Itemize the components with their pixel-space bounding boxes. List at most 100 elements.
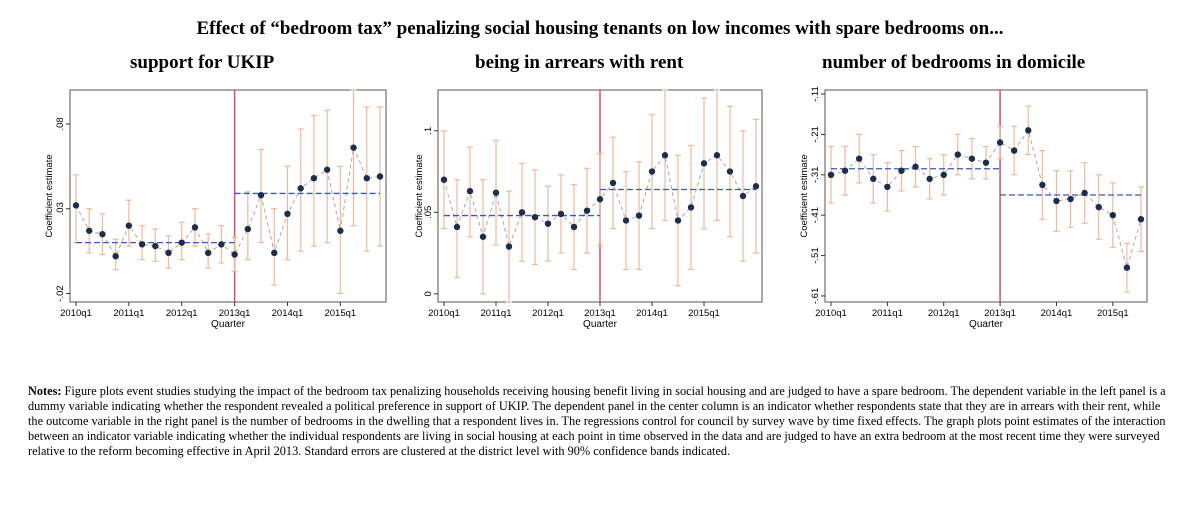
data-point (841, 167, 849, 174)
x-tick-label: 2011q1 (872, 308, 903, 319)
x-tick-label: 2012q1 (166, 308, 198, 319)
x-tick-label: 2015q1 (324, 308, 356, 319)
x-tick-label: 2015q1 (1097, 308, 1129, 319)
y-tick-label: -.51 (810, 247, 821, 263)
data-point (271, 249, 278, 257)
chart-bedrooms: -.61 -.51 -.41 -.31 -.21 -.11 Coefficient esti… (799, 86, 1148, 330)
panel-title: support for UKIP (130, 52, 275, 73)
data-point (1039, 181, 1046, 189)
y-tick-label: .08 (55, 117, 66, 130)
data-point (138, 241, 146, 248)
data-point (323, 166, 331, 173)
plot-frame (824, 89, 1148, 303)
data-point (440, 176, 448, 183)
data-point (72, 202, 80, 209)
y-tick-label: 0 (423, 291, 434, 296)
panel-title: being in arrears with rent (475, 52, 684, 73)
data-point (1053, 197, 1060, 205)
data-point (479, 233, 487, 240)
data-point (363, 174, 370, 182)
figure-title: Effect of “bedroom tax” penalizing socia… (196, 18, 1004, 39)
x-tick-label: 2013q1 (584, 308, 616, 319)
x-tick-label: 2014q1 (636, 308, 668, 319)
x-axis-title: Quarter (969, 319, 1004, 330)
data-point (165, 249, 172, 257)
data-point (492, 189, 500, 196)
x-tick-label: 2010q1 (60, 308, 92, 319)
y-tick-label: .03 (55, 202, 66, 215)
data-point (152, 242, 159, 250)
data-point (674, 217, 682, 224)
data-point (713, 152, 721, 159)
data-point (1081, 189, 1088, 197)
data-point (297, 185, 304, 192)
data-point (1137, 216, 1145, 223)
data-point (687, 204, 695, 211)
data-point (996, 139, 1004, 146)
notes-label: Notes: (28, 384, 62, 398)
x-tick-label: 2015q1 (688, 308, 720, 319)
y-tick-label: -.61 (810, 288, 821, 304)
y-axis-title: Coefficient estimate (44, 154, 55, 237)
data-point (870, 175, 877, 183)
data-point (954, 151, 962, 158)
y-tick-label: -.02 (55, 285, 66, 301)
data-point (284, 210, 291, 218)
x-tick-label: 2011q1 (113, 308, 144, 319)
data-point (178, 239, 185, 246)
data-point (570, 223, 578, 231)
x-tick-label: 2013q1 (219, 308, 251, 319)
y-tick-label: -.31 (810, 167, 821, 183)
data-point (648, 168, 656, 175)
figure-notes: Notes: Figure plots event studies studyi… (28, 384, 1168, 459)
connect-line (75, 145, 381, 258)
x-tick-label: 2011q1 (481, 308, 512, 319)
data-point (112, 253, 119, 260)
notes-text: Figure plots event studies studying the … (28, 384, 1166, 458)
x-tick-label: 2012q1 (928, 308, 960, 319)
data-point (218, 241, 225, 248)
data-point (1095, 203, 1102, 211)
data-point (337, 227, 344, 234)
data-point (926, 175, 933, 183)
data-point (1109, 211, 1117, 219)
data-point (661, 152, 669, 159)
data-point (596, 196, 604, 203)
data-point (557, 210, 565, 218)
data-point (204, 249, 212, 257)
data-point (855, 155, 863, 162)
data-point (531, 214, 539, 221)
data-point (982, 159, 990, 166)
data-point (898, 167, 905, 174)
x-tick-label: 2014q1 (272, 308, 304, 319)
x-tick-label: 2012q1 (532, 308, 564, 319)
data-point (1010, 147, 1018, 154)
y-tick-label: .05 (423, 206, 434, 219)
data-point (518, 209, 526, 216)
x-tick-label: 2014q1 (1041, 308, 1073, 319)
data-point (310, 174, 318, 182)
y-axis-title: Coefficient estimate (414, 154, 425, 237)
data-point (376, 173, 384, 180)
data-point (884, 183, 891, 191)
data-point (609, 179, 617, 187)
chart-ukip: -.02 .03 .08 Coefficient estimate 2010q1 2011… (44, 89, 387, 330)
y-tick-label: -.21 (810, 126, 821, 142)
x-tick-label: 2010q1 (428, 308, 460, 319)
chart-arrears: 0 .05 .1 Coefficient estimate 2010q1 2011q1 20… (414, 89, 763, 330)
data-point (1025, 127, 1032, 134)
data-point (505, 243, 513, 250)
data-point (466, 187, 474, 195)
x-axis-title: Quarter (211, 319, 246, 330)
data-point (739, 192, 747, 200)
y-tick-label: -.41 (810, 207, 821, 223)
data-point (453, 223, 461, 231)
data-point (1067, 195, 1074, 203)
data-point (350, 144, 357, 151)
plot-frame (69, 89, 387, 303)
data-point (968, 155, 976, 162)
x-axis-title: Quarter (583, 319, 618, 330)
data-point (544, 220, 552, 227)
data-point (752, 183, 760, 190)
panel-title: number of bedrooms in domicile (822, 52, 1086, 73)
